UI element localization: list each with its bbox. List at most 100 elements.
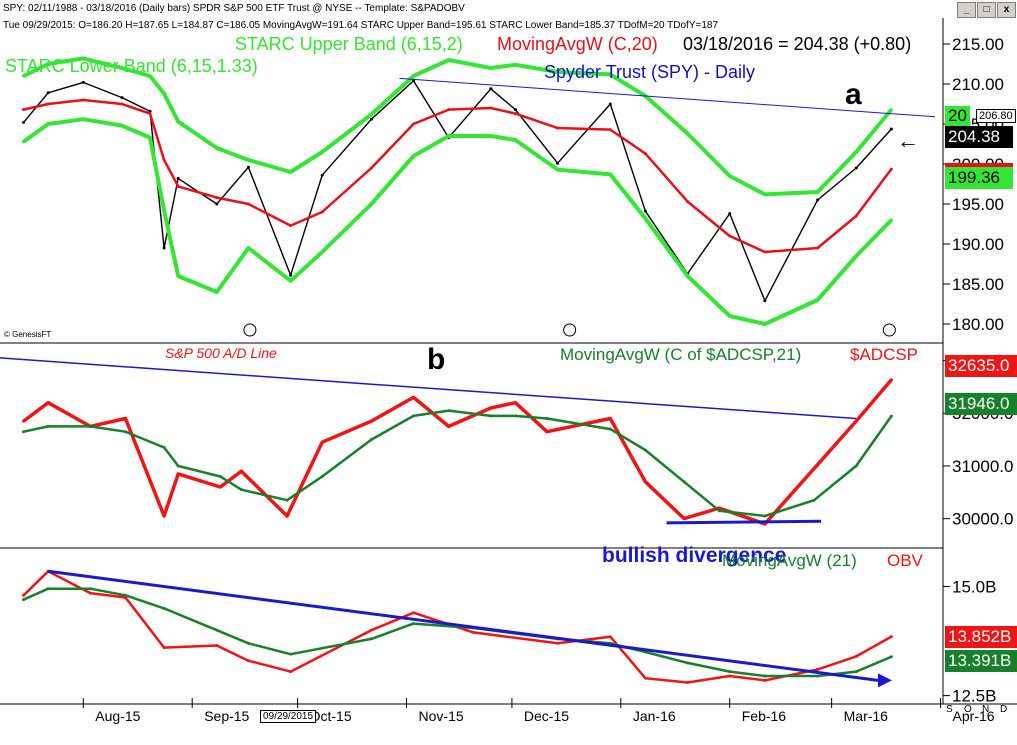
data-point [513,401,517,405]
data-point [816,674,820,678]
data-point [176,120,180,124]
data-point [728,314,732,318]
data-point [215,628,219,632]
data-point [246,165,250,169]
data-point [22,419,26,423]
data-point [215,290,219,294]
y-tick-label: 185.00 [952,275,1004,294]
trendline-arrowhead-icon [878,673,892,688]
data-point [289,273,293,277]
data-point [889,218,893,222]
data-point [369,166,373,170]
data-point [489,414,493,418]
data-point [215,202,219,206]
price-panel: 180.00185.00190.00195.00200.00205.00210.… [22,35,1004,334]
data-point [289,279,293,283]
data-point [489,134,493,138]
data-point [489,406,493,410]
data-point [812,498,816,502]
title-bar: SPY: 02/11/1988 - 03/18/2016 (Daily bars… [3,3,465,14]
x-tick-label: Feb-16 [741,708,787,724]
data-point [489,66,493,70]
data-point [148,136,152,140]
minimize-button[interactable]: _ [957,2,976,18]
data-point [320,474,324,478]
x-tick-label: Dec-15 [523,708,570,724]
data-point [162,446,166,449]
data-point [854,654,858,658]
data-point [148,112,152,116]
data-point [643,152,647,156]
y-tick-label: 210.00 [952,75,1004,94]
x-tick-label: Apr-16 [952,708,995,724]
data-point [412,79,416,83]
data-point [816,667,820,671]
data-point [545,430,549,434]
data-point [608,635,612,639]
data-point [889,127,893,131]
data-point [320,150,324,154]
data-point [556,161,560,165]
x-tick-label: Jan-16 [632,708,676,724]
chart-title: Spyder Trust (SPY) - Daily [544,62,756,82]
data-point [643,448,647,452]
maximize-button[interactable]: □ [977,2,996,18]
data-point [46,62,50,66]
data-point [412,611,416,615]
data-point [22,108,26,112]
data-point [728,674,732,678]
data-point [246,202,250,206]
data-point [686,274,690,278]
data-point [320,173,324,177]
data-point [854,670,858,674]
data-point [22,140,26,144]
data-point [854,166,858,170]
data-point [447,134,451,138]
data-point [763,322,767,326]
data-point [763,192,767,196]
data-point [608,417,612,421]
data-point [369,419,373,423]
data-point [816,246,820,250]
data-point [162,208,166,212]
moving-avg-legend: MovingAvgW (C,20) [497,34,658,54]
dividend-marker-icon [563,323,577,337]
data-point [763,299,767,303]
ohlc-readout: Tue 09/29/2015: O=186.20 H=187.65 L=184.… [3,20,719,31]
data-point [246,246,250,250]
data-point [246,641,250,645]
data-point [81,80,85,84]
data-point [81,56,85,60]
data-point [320,210,324,214]
data-point [148,74,152,78]
y-tick-label: 195.00 [952,195,1004,214]
data-point [889,108,893,112]
data-point [447,409,451,413]
corner-month-label: O [964,704,972,715]
data-point [717,509,721,513]
badge-obv-last: 13.852B [945,626,1017,648]
data-point [763,678,767,682]
badge-ad-last: 32635.0 [945,355,1017,377]
data-point [369,117,373,121]
obv-downtrend-line [47,569,879,682]
data-point [728,174,732,178]
data-point [176,184,180,188]
corner-month-label: N [982,704,990,715]
data-point [513,108,517,112]
badge-upper-band: 206.80 [976,109,1016,123]
data-point [46,401,50,405]
data-point [176,176,180,180]
data-point [148,109,152,113]
data-point [812,467,816,471]
data-point [320,250,324,254]
data-point [176,464,180,468]
data-point [889,378,893,382]
close-button[interactable]: x [997,2,1016,18]
data-point [447,108,451,112]
data-point [513,112,517,116]
data-point [682,480,686,484]
data-point [162,646,166,650]
data-point [22,430,26,434]
